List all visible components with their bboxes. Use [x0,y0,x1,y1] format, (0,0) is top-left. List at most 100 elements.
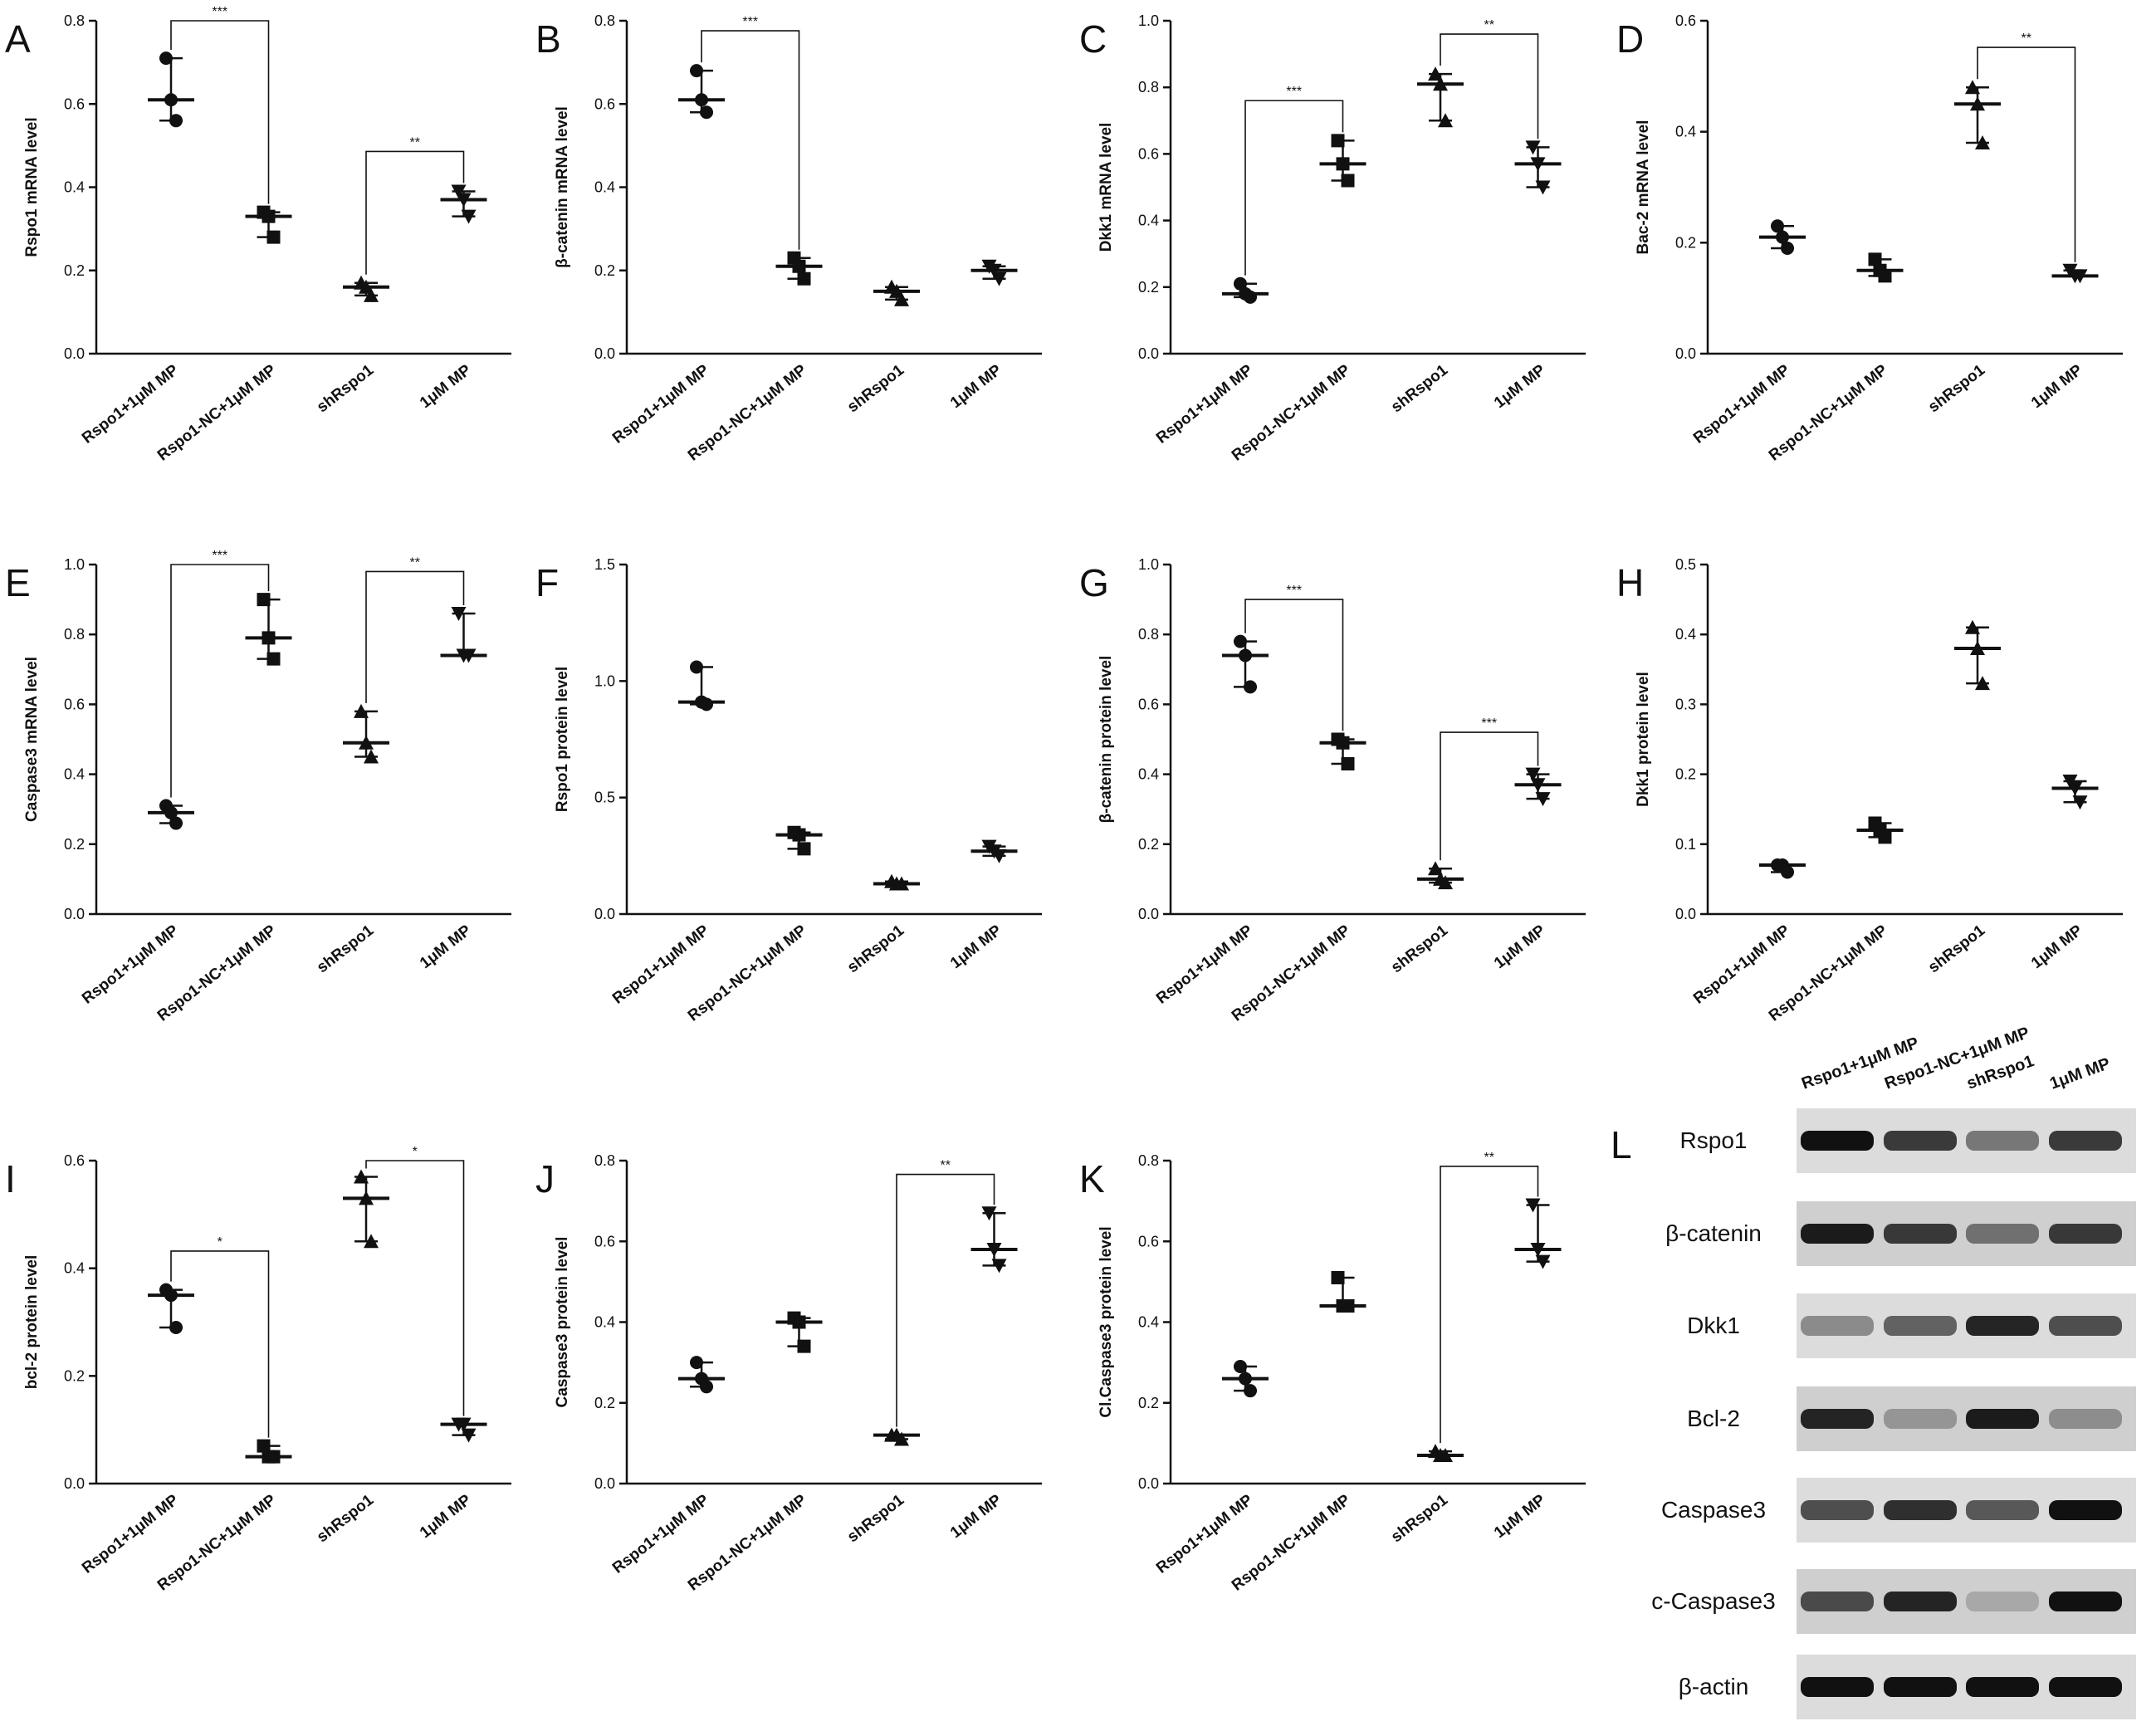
data-point [1234,1359,1247,1373]
y-axis-label: Caspase3 protein level [554,1237,571,1408]
data-point [1965,80,1980,95]
x-tick-label: 1μM MP [947,922,1005,972]
data-point [894,291,909,306]
y-tick-label: 0.0 [64,345,85,362]
x-tick-label: 1μM MP [2028,361,2086,412]
blot-band [1801,1131,1874,1151]
data-point [797,842,811,856]
data-point [461,648,477,663]
data-point [1970,96,1985,111]
data-point [266,230,281,244]
y-tick-label: 0.0 [64,906,85,922]
x-tick-label: shRspo1 [1388,922,1452,976]
y-tick-label: 0.6 [1138,696,1159,712]
y-tick-label: 0.5 [594,790,615,806]
x-tick-label: Rspo1+1μM MP [1153,361,1256,447]
y-tick-label: 0.2 [64,1367,85,1384]
data-point [461,209,477,224]
significance-bracket [1244,599,1344,731]
x-tick-label: shRspo1 [1925,922,1989,976]
data-point [1970,641,1985,656]
data-point [164,93,178,107]
data-point [1244,1384,1257,1398]
y-tick-label: 0.4 [594,1314,615,1331]
data-point [456,1417,472,1432]
data-point [1530,157,1546,172]
protein-label: Rspo1 [1680,1127,1748,1153]
protein-label: c-Caspase3 [1651,1588,1775,1614]
x-tick-label: 1μM MP [1491,361,1549,412]
y-axis-label: Rspo1 mRNA level [23,117,41,257]
significance-label: ** [410,555,420,570]
panel-label: D [1616,17,1644,61]
x-tick-label: Rspo1+1μM MP [79,922,182,1008]
y-axis-label: Cl.Caspase3 protein level [1098,1226,1115,1417]
panel-label: A [5,17,31,61]
significance-label: *** [1286,85,1302,99]
y-tick-label: 0.2 [1138,279,1159,296]
y-tick-label: 0.4 [1138,213,1159,229]
x-tick-label: 1μM MP [417,922,475,972]
lane-label: Rspo1-NC+1μM MP [1882,1024,2031,1093]
data-point [1878,269,1892,283]
protein-label: Caspase3 [1661,1497,1766,1523]
x-tick-label: shRspo1 [1925,361,1989,416]
y-tick-label: 0.2 [594,1395,615,1411]
data-point [700,105,713,120]
data-point [359,735,374,750]
data-point [1525,767,1541,782]
data-point [1239,1372,1252,1386]
data-point [690,660,703,674]
x-tick-label: 1μM MP [1491,922,1549,972]
x-tick-label: shRspo1 [1388,1491,1452,1546]
data-point [169,114,183,128]
data-point [169,1320,183,1334]
y-tick-label: 0.4 [64,1260,85,1277]
y-tick-label: 0.6 [64,95,85,112]
data-point [461,1428,477,1443]
data-point [354,1169,369,1184]
y-tick-label: 0.4 [64,179,85,196]
data-point [797,1339,811,1353]
significance-label: ** [2022,32,2031,46]
data-point [359,279,374,294]
significance-bracket [170,20,270,204]
data-point [1428,66,1443,81]
x-tick-label: Rspo1+1μM MP [609,361,712,447]
x-tick-label: Rspo1+1μM MP [609,922,712,1008]
y-tick-label: 0.8 [594,12,615,29]
y-tick-label: 0.6 [64,1152,85,1169]
blot-band [1884,1316,1957,1336]
significance-bracket [365,150,465,275]
y-tick-label: 0.4 [1675,626,1696,643]
protein-label: β-actin [1679,1674,1749,1699]
y-axis-label: bcl-2 protein level [23,1255,41,1390]
data-point [1438,875,1453,890]
data-point [1428,861,1443,876]
data-point [981,1206,997,1221]
data-point [700,697,713,711]
blot-band [2049,1677,2122,1697]
y-tick-label: 0.0 [594,1475,615,1492]
data-point [1438,113,1453,128]
significance-label: ** [1484,1151,1494,1165]
y-tick-label: 0.6 [594,95,615,112]
data-point [159,51,173,66]
data-point [792,1315,806,1329]
y-axis-label: Rspo1 protein level [554,667,571,812]
y-tick-label: 0.0 [1675,906,1696,922]
data-point [991,848,1007,863]
data-point [1781,242,1794,256]
y-tick-label: 0.4 [1675,124,1696,140]
y-tick-label: 1.0 [1138,556,1159,573]
blot-band [2049,1500,2122,1520]
y-axis-label: Caspase3 mRNA level [23,657,41,822]
data-point [1525,140,1541,155]
data-point [1341,174,1355,188]
y-tick-label: 0.8 [64,12,85,29]
data-point [690,1356,703,1370]
blot-band [1966,1592,2039,1611]
y-tick-label: 0.0 [1138,906,1159,922]
data-point [1341,756,1355,770]
